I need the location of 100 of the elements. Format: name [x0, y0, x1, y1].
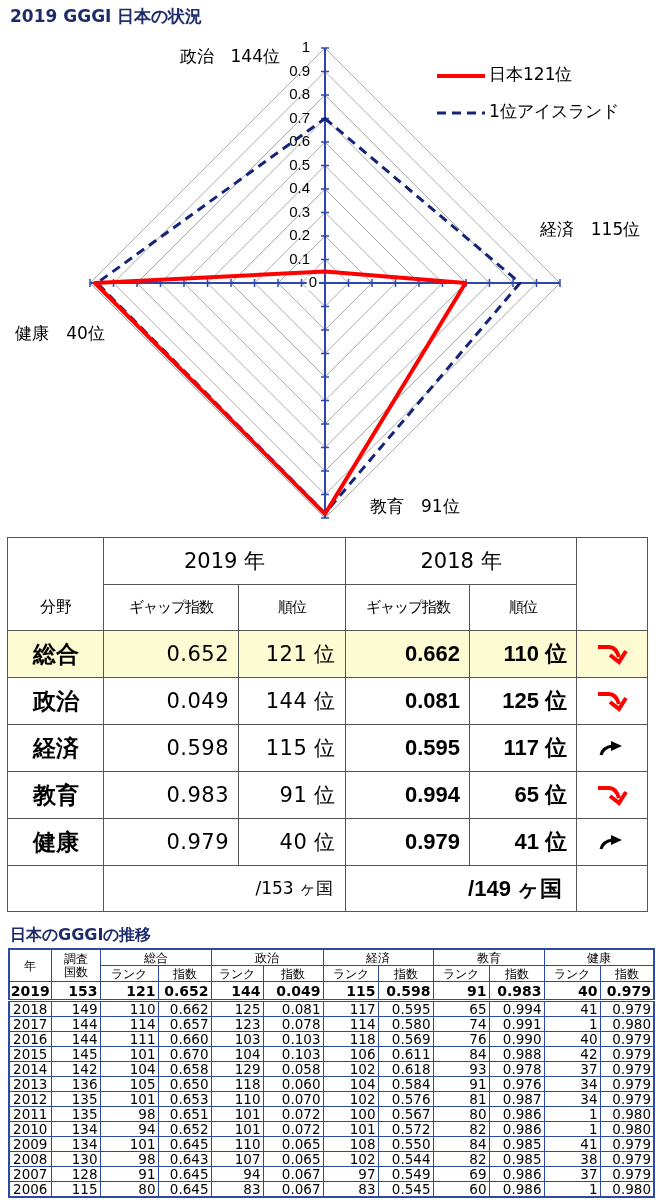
data-label: 65: [433, 1000, 489, 1017]
data-label: 0.598: [378, 981, 433, 1001]
data-label: 107: [211, 1151, 263, 1167]
y-tick-label: 2007: [9, 1166, 51, 1182]
data-label: 0.645: [158, 1166, 211, 1182]
legend-label: 日本121位: [489, 64, 573, 85]
data-label: 101: [100, 1136, 158, 1152]
data-label: 0.662: [158, 1000, 211, 1017]
y-tick-label: 政治: [7, 677, 104, 725]
spoke-label: 健康 40位: [15, 323, 105, 344]
data-label: 136: [51, 1076, 100, 1092]
data-label: 130: [51, 1151, 100, 1167]
data-label: 91: [433, 981, 489, 1001]
data-label: 82: [433, 1121, 489, 1137]
data-label: 101: [323, 1121, 378, 1137]
data-label: 41: [544, 1136, 600, 1152]
data-label: 0.065: [263, 1151, 323, 1167]
y-tick-label: 2019: [9, 981, 51, 1001]
data-label: 82: [433, 1151, 489, 1167]
y-tick-label: 0.7: [289, 108, 310, 126]
data-label: 41: [544, 1000, 600, 1017]
data-label: 118: [211, 1076, 263, 1092]
y-tick-label: 0.1: [289, 249, 310, 267]
data-label: 0.576: [378, 1091, 433, 1107]
x-tick-label: 指数: [263, 965, 323, 982]
data-label: 117: [323, 1000, 378, 1017]
data-label: 144: [51, 1031, 100, 1047]
data-label: 0.660: [158, 1031, 211, 1047]
y-tick-label: 2017: [9, 1016, 51, 1032]
data-label: 123: [211, 1016, 263, 1032]
data-label: 0.986: [489, 1166, 544, 1182]
y-tick-label: 教育: [7, 771, 104, 819]
y-tick-label: 0.5: [289, 155, 310, 173]
data-label: 134: [51, 1136, 100, 1152]
data-label: 0.584: [378, 1076, 433, 1092]
chart-title: 2019 GGGI 日本の状況: [10, 5, 203, 28]
data-label: 0.983: [103, 771, 239, 819]
data-label: 0.058: [263, 1061, 323, 1077]
y-tick-label: 0.9: [289, 61, 310, 79]
data-label: 84: [433, 1046, 489, 1062]
data-label: 142: [51, 1061, 100, 1077]
data-label: 125 位: [469, 677, 577, 725]
data-label: 0.979: [600, 1091, 654, 1107]
x-tick-label: ギャップ指数: [103, 584, 239, 631]
data-label: 102: [323, 1061, 378, 1077]
text: /153 ヶ国: [103, 865, 346, 912]
data-label: 98: [100, 1106, 158, 1122]
x-tick-label: 指数: [378, 965, 433, 982]
data-label: 0.979: [600, 1151, 654, 1167]
x-tick-label: ランク: [544, 965, 600, 982]
x-tick-label: 順位: [238, 584, 346, 631]
data-label: 0.067: [263, 1166, 323, 1182]
data-label: 91: [433, 1076, 489, 1092]
data-label: 0.980: [600, 1121, 654, 1137]
data-label: 0.652: [158, 981, 211, 1001]
data-label: 1: [544, 1106, 600, 1122]
data-label: 0.618: [378, 1061, 433, 1077]
data-label: 76: [433, 1031, 489, 1047]
data-label: 34: [544, 1076, 600, 1092]
data-label: 0.986: [489, 1121, 544, 1137]
data-label: 0.979: [600, 1076, 654, 1092]
data-label: 0.979: [103, 818, 239, 866]
data-label: 0.985: [489, 1136, 544, 1152]
data-label: 129: [211, 1061, 263, 1077]
text: 政治: [211, 949, 323, 966]
x-tick-label: ランク: [323, 965, 378, 982]
text: 2018 年: [345, 537, 577, 585]
data-label: 0.072: [263, 1121, 323, 1137]
text: 分野: [7, 584, 104, 631]
data-label: 40 位: [238, 818, 346, 866]
data-label: 0.986: [489, 1106, 544, 1122]
data-label: 0.580: [378, 1016, 433, 1032]
data-label: 115: [323, 981, 378, 1001]
data-label: 144: [51, 1016, 100, 1032]
data-label: 0.611: [378, 1046, 433, 1062]
data-label: 0.072: [263, 1106, 323, 1122]
data-label: 101: [100, 1046, 158, 1062]
data-label: 97: [323, 1166, 378, 1182]
data-label: 98: [100, 1151, 158, 1167]
y-tick-label: 2008: [9, 1151, 51, 1167]
data-label: 0.991: [489, 1016, 544, 1032]
data-label: 81: [433, 1091, 489, 1107]
data-label: 0.653: [158, 1091, 211, 1107]
data-label: 102: [323, 1091, 378, 1107]
data-label: 1: [544, 1181, 600, 1197]
data-label: 114: [323, 1016, 378, 1032]
data-label: 110: [100, 1000, 158, 1017]
data-label: 128: [51, 1166, 100, 1182]
data-label: 0.595: [378, 1000, 433, 1017]
data-label: 0.979: [600, 1136, 654, 1152]
data-label: 106: [323, 1046, 378, 1062]
data-label: 0.987: [489, 1091, 544, 1107]
data-label: 0.067: [263, 1181, 323, 1197]
data-label: 108: [323, 1136, 378, 1152]
text: 総合: [100, 949, 211, 966]
spoke-label: 教育 91位: [370, 496, 460, 517]
data-label: 0.670: [158, 1046, 211, 1062]
legend-label: 1位アイスランド: [489, 101, 619, 122]
data-label: 117 位: [469, 724, 577, 772]
data-label: 0.103: [263, 1046, 323, 1062]
